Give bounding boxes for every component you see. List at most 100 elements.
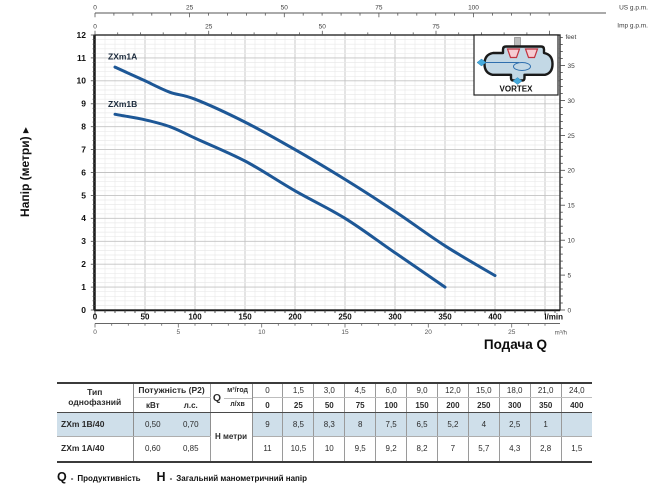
q-units: м³/год л/хв <box>223 384 252 412</box>
vortex-swirl <box>513 62 531 71</box>
svg-text:75: 75 <box>432 24 440 31</box>
q-definition: Продуктивність <box>77 473 141 483</box>
h-definition: Загальний манометричний напір <box>176 473 307 483</box>
head-value-cell: 1,5 <box>560 436 592 462</box>
svg-text:50: 50 <box>141 313 150 322</box>
head-value-cell <box>560 412 592 437</box>
svg-text:10: 10 <box>568 238 576 245</box>
m3h-unit-label: m³/h <box>555 330 568 337</box>
pump-model-row: ZXm 1A/40 0,60 0,85 11 10,5 10 9,5 9,2 8,2 7 5,7 4,… <box>57 436 592 462</box>
svg-text:100: 100 <box>468 5 479 12</box>
svg-text:100: 100 <box>188 313 202 322</box>
curve-ZXm1B: ZXm1B <box>108 99 447 289</box>
head-value-cell: 2,5 <box>498 412 531 437</box>
type-header-line: однофазний <box>68 397 122 407</box>
q-symbol: Q <box>212 391 222 404</box>
outlet-arrow <box>512 77 523 85</box>
top-axis-us-gpm: 0 25 50 75 100 US g.p.m. <box>93 5 648 18</box>
svg-text:1: 1 <box>81 282 86 292</box>
vortex-label: VORTEX <box>500 85 534 94</box>
curve-ZXm1A: ZXm1A <box>108 52 497 278</box>
flow-lmin-value: 350 <box>529 397 562 413</box>
flow-lmin-value: 300 <box>498 397 531 413</box>
svg-text:12: 12 <box>77 30 87 40</box>
svg-text:8: 8 <box>81 122 86 132</box>
curve-label-ZXm1B: ZXm1B <box>108 99 137 109</box>
svg-text:15: 15 <box>341 329 349 336</box>
head-value-cell: 4 <box>467 412 500 437</box>
svg-text:2: 2 <box>81 259 86 269</box>
flow-m3h-value: 21,0 <box>529 383 562 399</box>
head-value-cell: 8 <box>344 412 376 437</box>
type-header-line: Тип <box>87 387 103 398</box>
flow-m3h-value: 6,0 <box>375 383 407 399</box>
head-value-cell: 6,5 <box>406 412 438 437</box>
y-axis-title: Напір (метри) ▸ <box>18 127 32 217</box>
head-value-cell: 7,5 <box>375 412 407 437</box>
svg-text:25: 25 <box>186 5 194 12</box>
head-value-cell: 5,2 <box>436 412 469 437</box>
h-separator: - <box>169 473 173 483</box>
svg-text:25: 25 <box>205 24 213 31</box>
head-value-cell: 9,5 <box>344 436 376 462</box>
pump-curves-chart: 0 25 50 75 100 US g.p.m.0 25 50 75 Imp g.p.m.0510… <box>18 5 648 353</box>
head-value-cell: 4,3 <box>498 436 531 462</box>
pump-model-row: ZXm 1B/40 0,50 0,70 Н метри 9 8,5 8,3 8 7,5 6,5 5,… <box>57 412 592 462</box>
x-axis-lmin: 0 50 100 150 200 250 300 350 400 l/min <box>93 310 563 322</box>
q-separator: - <box>70 473 74 483</box>
imp-gpm-unit-label: Imp g.p.m. <box>617 23 648 30</box>
flow-m3h-value: 24,0 <box>560 383 592 399</box>
curve-label-ZXm1A: ZXm1A <box>108 52 137 62</box>
flow-lmin-value: 400 <box>560 397 592 413</box>
inlet-arrow <box>476 58 487 67</box>
power-kw-cell: 0,60 <box>144 444 161 454</box>
vortex-inset: VORTEX <box>473 34 559 96</box>
hp-unit-cell: л.с. <box>172 397 211 413</box>
svg-text:250: 250 <box>338 313 352 322</box>
q-unit-lmin: л/хв <box>230 401 245 409</box>
head-value-cell: 9,2 <box>375 436 407 462</box>
head-value-cell: 8,3 <box>313 412 345 437</box>
lmin-unit-label: l/min <box>544 313 563 322</box>
top-axis-imp-gpm: 0 25 50 75 Imp g.p.m. <box>93 23 648 35</box>
flow-m3h-value: 4,5 <box>344 383 376 399</box>
svg-text:20: 20 <box>425 329 433 336</box>
power-hp-cell: 0,85 <box>172 436 211 462</box>
svg-text:11: 11 <box>77 53 86 63</box>
type-header-cell: Тип однофазний <box>57 383 134 413</box>
flow-lmin-value: 50 <box>313 397 345 413</box>
flow-lmin-value: 250 <box>467 397 500 413</box>
impeller-blade <box>524 48 539 59</box>
q-symbol: Q <box>57 469 67 484</box>
svg-text:10: 10 <box>258 329 266 336</box>
svg-text:5: 5 <box>81 190 86 200</box>
svg-text:350: 350 <box>438 313 452 322</box>
flow-m3h-value: 9,0 <box>406 383 438 399</box>
head-value-cell: 2,8 <box>529 436 562 462</box>
head-value-cell: 5,7 <box>467 436 500 462</box>
model-cell: ZXm 1A/40 <box>57 436 134 462</box>
head-value-cell: 10 <box>313 436 345 462</box>
flow-m3h-value: 0 <box>251 383 283 399</box>
head-value-cell: 1 <box>529 412 562 437</box>
svg-text:75: 75 <box>375 5 383 12</box>
svg-text:25: 25 <box>508 329 516 336</box>
h-symbol: Н <box>156 469 166 484</box>
header-row-units-lmin: кВт л.с. 0 25 50 75 100 150 200 250 300 350 400 <box>57 397 592 413</box>
kw-unit-cell: кВт <box>133 397 172 413</box>
svg-text:200: 200 <box>288 313 302 322</box>
right-axis-feet: 0 5 10 15 20 25 30 35 feet <box>560 34 577 314</box>
svg-text:0: 0 <box>93 5 97 12</box>
flow-lmin-value: 150 <box>406 397 438 413</box>
power-hp-cell: 0,70 <box>172 412 211 437</box>
svg-text:10: 10 <box>77 76 87 86</box>
svg-text:3: 3 <box>81 236 86 246</box>
svg-text:25: 25 <box>568 133 576 140</box>
head-value-cell: 11 <box>251 436 283 462</box>
svg-text:0: 0 <box>93 24 97 31</box>
svg-text:5: 5 <box>176 329 180 336</box>
